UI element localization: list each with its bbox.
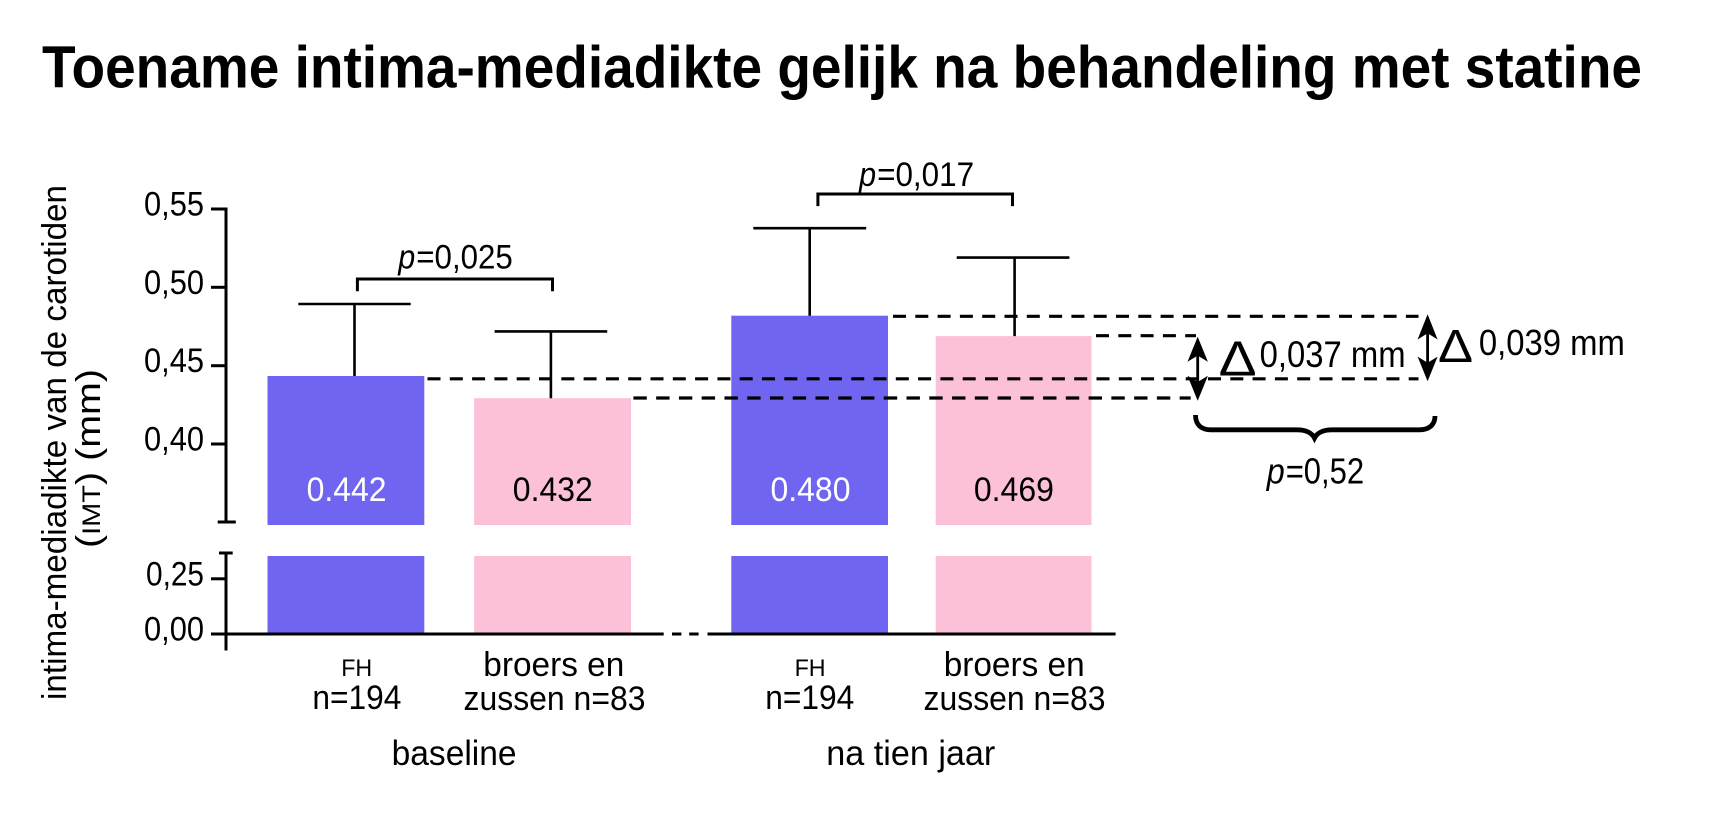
svg-text:0,55: 0,55 [144, 186, 204, 224]
svg-text:0,039 mm: 0,039 mm [1479, 322, 1625, 363]
svg-text:zussen n=83: zussen n=83 [924, 680, 1106, 718]
svg-text:Toename intima-mediadikte geli: Toename intima-mediadikte gelijk na beha… [42, 35, 1642, 101]
svg-text:p: p [1266, 451, 1285, 492]
svg-text:p: p [397, 239, 415, 277]
svg-text:0.469: 0.469 [974, 471, 1054, 509]
svg-text:p: p [858, 156, 876, 194]
svg-text:0,45: 0,45 [144, 342, 204, 380]
svg-text:intima-mediadikte van de carot: intima-mediadikte van de carotiden [36, 185, 74, 700]
svg-text:FH: FH [341, 655, 372, 682]
svg-text:zussen n=83: zussen n=83 [464, 680, 646, 718]
svg-text:broers en: broers en [483, 646, 624, 684]
svg-text:=0,017: =0,017 [877, 156, 974, 194]
svg-text:0.442: 0.442 [307, 471, 387, 509]
svg-text:Δ: Δ [1438, 320, 1473, 372]
svg-text:0,037 mm: 0,037 mm [1260, 333, 1406, 375]
svg-text:0,40: 0,40 [144, 421, 204, 459]
svg-text:baseline: baseline [392, 734, 517, 773]
svg-text:broers en: broers en [944, 646, 1085, 684]
svg-text:=0,025: =0,025 [416, 239, 513, 277]
svg-text:0,50: 0,50 [144, 264, 204, 302]
svg-text:=0,52: =0,52 [1286, 451, 1365, 492]
svg-text:0,25: 0,25 [146, 555, 204, 593]
svg-text:n=194: n=194 [312, 679, 401, 717]
svg-text:Δ: Δ [1219, 331, 1257, 386]
svg-text:na tien jaar: na tien jaar [826, 734, 995, 773]
svg-text:FH: FH [795, 655, 826, 682]
svg-text:0.480: 0.480 [771, 471, 851, 509]
svg-text:n=194: n=194 [765, 679, 854, 717]
svg-text:0.432: 0.432 [513, 471, 593, 509]
svg-text:0,00: 0,00 [144, 611, 204, 649]
